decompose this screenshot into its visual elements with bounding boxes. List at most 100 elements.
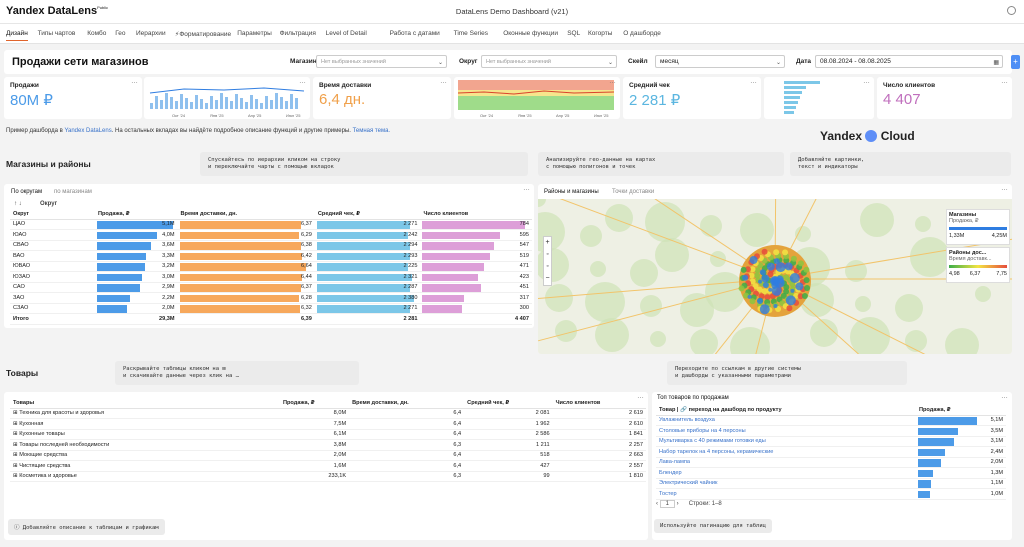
kpi-check-value: 2 281 ₽ xyxy=(629,92,681,109)
svg-text:Апр '25: Апр '25 xyxy=(248,113,262,118)
table-row[interactable]: СЗАО 2,0M 6,32 2 271 300 xyxy=(10,303,532,314)
okrug-filter[interactable]: Нет выбранных значений ⌄ xyxy=(481,55,617,68)
col-header[interactable]: Средний чек, ₽ xyxy=(314,210,421,220)
table-row[interactable]: Мультиварка с 40 режимами готовки еды 3,1… xyxy=(656,436,1006,447)
kpi-check: Средний чек 2 281 ₽ … xyxy=(623,77,761,119)
table-row[interactable]: ⊞ Кухонная 7,5M 6,4 1 962 2 610 xyxy=(10,418,646,430)
tab-14[interactable]: О дашборде xyxy=(623,30,661,37)
shop-filter[interactable]: Нет выбранных значений ⌄ xyxy=(316,55,447,68)
table-row[interactable]: ⊞ Моющие средства 2,0M 6,4 518 2 663 xyxy=(10,450,646,461)
table-row[interactable]: ⊞ Чистящие средства 1,6M 6,4 427 2 557 xyxy=(10,460,646,472)
top-products-table: Товар | 🔗 переход на дашборд по продукту… xyxy=(656,406,1006,500)
dark-theme-link[interactable]: Темная тема. xyxy=(352,128,391,134)
more-icon[interactable]: … xyxy=(131,78,138,85)
moscow-map[interactable] xyxy=(538,199,1012,354)
table-row[interactable]: СВАО 3,6M 6,38 2 294 547 xyxy=(10,240,532,251)
table-row[interactable]: Набор тарелок на 4 персоны, керамические… xyxy=(656,446,1006,458)
table-row[interactable]: Столовые приборы на 4 персоны 3,5M xyxy=(656,425,1006,437)
more-icon[interactable]: … xyxy=(440,78,447,85)
table-row[interactable]: ⊞ Товары последней необходимости 3,8M 6,3 1… xyxy=(10,439,646,451)
col-header[interactable]: Продажа, ₽ xyxy=(95,210,178,220)
tab-6[interactable]: Параметры xyxy=(237,30,272,37)
kpi-clients: Число клиентов 4 407 … xyxy=(877,77,1012,119)
table-row[interactable]: ⊞ Кухонные товары 6,1M 6,4 2 586 1 841 xyxy=(10,429,646,440)
chevron-down-icon: ⌄ xyxy=(607,60,613,66)
hierarchy-breadcrumb: Округ xyxy=(40,201,58,207)
section-title-shops: Магазины и районы xyxy=(6,159,91,169)
pagination[interactable]: ‹ 1 › Строки: 1–8 xyxy=(656,500,722,508)
add-button[interactable]: + xyxy=(1011,55,1020,69)
tab-7[interactable]: Фильтрация xyxy=(279,30,316,37)
tab-3[interactable]: Гео xyxy=(115,30,126,37)
sort-arrows-icon[interactable]: ↑ ↓ xyxy=(14,201,22,207)
more-icon[interactable]: … xyxy=(750,78,757,85)
tab-11[interactable]: Оконные функции xyxy=(503,30,558,37)
scale-filter-label: Скейл xyxy=(628,58,648,65)
svg-text:Янв '25: Янв '25 xyxy=(518,113,532,118)
table-row[interactable]: ⊞ Техника для красоты и здоровья 8,0M 6,4 2… xyxy=(10,408,646,419)
table-row[interactable]: Электрический чайник 1,1M xyxy=(656,478,1006,489)
tab-13[interactable]: Когорты xyxy=(588,30,613,37)
table-row[interactable]: ЮЗАО 3,0M 6,44 2 321 423 xyxy=(10,271,532,283)
table-row[interactable]: ЦАО 5,1M 6,37 2 271 784 xyxy=(10,219,532,230)
check-bars[interactable]: … xyxy=(764,77,874,119)
more-icon[interactable]: … xyxy=(1001,78,1008,85)
more-icon[interactable]: … xyxy=(523,185,530,192)
table-row[interactable]: ⊞ Косметика и здоровье 233,1K 6,3 99 1 810 xyxy=(10,471,646,482)
table-row[interactable]: Тостер 1,0M xyxy=(656,488,1006,500)
hint-expand: Раскрывайте таблицы кликом на ⊞ и скачив… xyxy=(115,361,359,385)
map-legend-delivery: Районы дос... Время доставк... 4,98 6,37 7,… xyxy=(946,247,1010,283)
more-icon[interactable]: … xyxy=(863,78,870,85)
tab-map-districts[interactable]: Районы и магазины xyxy=(544,189,599,195)
hint-images: Добавляйте картинки, текст и индикаторы xyxy=(790,152,1011,176)
more-icon[interactable]: … xyxy=(1001,185,1008,192)
table-row[interactable]: ЮВАО 3,2M 6,64 2 225 471 xyxy=(10,261,532,272)
table-row[interactable]: ЗАО 2,2M 6,28 2 380 317 xyxy=(10,292,532,304)
sales-sparkline[interactable]: Окт '24 Янв '25 Апр '25 Июл '25… xyxy=(144,77,310,119)
svg-text:Янв '25: Янв '25 xyxy=(210,113,224,118)
map-widget[interactable]: Районы и магазины Точки доставки … Магаз… xyxy=(538,184,1012,354)
hint-geo: Анализируйте гео-данные на картах с помо… xyxy=(538,152,784,176)
tab-12[interactable]: SQL xyxy=(567,30,581,37)
hint-links: Переходите по ссылкам в другие системы и… xyxy=(667,361,907,385)
settings-icon[interactable] xyxy=(1007,6,1016,15)
delivery-sparkline[interactable]: Окт '24 Янв '25 Апр '25 Июл '25… xyxy=(454,77,620,119)
app-logo[interactable]: Yandex DataLensPublic xyxy=(6,5,108,17)
tab-9[interactable]: Работа с датами xyxy=(389,30,440,37)
table-row[interactable]: Увлажнитель воздуха 5,1M xyxy=(656,415,1006,426)
tab-0[interactable]: Дизайн xyxy=(6,30,28,41)
tab-5[interactable]: ⚡Форматирование xyxy=(174,31,232,38)
kpi-check-label: Средний чек xyxy=(629,82,670,89)
table-row[interactable]: ВАО 3,3M 6,42 2 293 519 xyxy=(10,250,532,262)
more-icon[interactable]: … xyxy=(637,393,644,400)
kpi-clients-label: Число клиентов xyxy=(883,82,936,89)
more-icon[interactable]: … xyxy=(1001,393,1008,400)
col-header[interactable]: Округ xyxy=(10,210,95,220)
map-legend-shops: Магазины Продажа, ₽ 1,33M 4,25M xyxy=(946,209,1010,245)
table-row[interactable]: САО 2,9M 6,37 2 287 451 xyxy=(10,282,532,293)
tab-2[interactable]: Комбо xyxy=(87,30,107,37)
kpi-delivery-label: Время доставки xyxy=(319,82,372,89)
tab-by-district[interactable]: По округам xyxy=(11,189,43,195)
tab-8[interactable]: Level of Detail xyxy=(325,30,367,37)
col-header[interactable]: Время доставки, дн. xyxy=(177,210,315,220)
table-row[interactable]: Лава-лампа 2,0M xyxy=(656,457,1006,468)
tab-map-points[interactable]: Точки доставки xyxy=(612,189,655,195)
scale-filter[interactable]: месяц ⌄ xyxy=(655,55,785,68)
date-filter[interactable]: 08.08.2024 - 08.08.2025 ▦ xyxy=(815,55,1003,68)
table-row[interactable]: ЮАО 4,0M 6,29 2 242 595 xyxy=(10,229,532,241)
tab-10[interactable]: Time Series xyxy=(453,30,489,37)
top-bar: Yandex DataLensPublic DataLens Demo Dash… xyxy=(0,0,1024,24)
tab-by-shop[interactable]: по магазинам xyxy=(54,189,92,195)
table-row[interactable]: Блендер 1,3M xyxy=(656,467,1006,479)
tab-4[interactable]: Иерархии xyxy=(136,30,166,37)
more-icon[interactable]: … xyxy=(609,78,616,85)
dashboard-description: Пример дашборда в Yandex DataLens. На ос… xyxy=(6,128,391,134)
chevron-down-icon: ⌄ xyxy=(437,60,443,66)
more-icon[interactable]: … xyxy=(299,78,306,85)
tab-1[interactable]: Типы чартов xyxy=(37,30,76,37)
map-zoom-controls[interactable]: + ◦ ◦ − xyxy=(543,236,552,286)
datalens-link[interactable]: Yandex DataLens xyxy=(64,128,112,134)
kpi-sales-label: Продажи xyxy=(10,82,39,89)
col-header[interactable]: Число клиентов xyxy=(420,210,532,220)
